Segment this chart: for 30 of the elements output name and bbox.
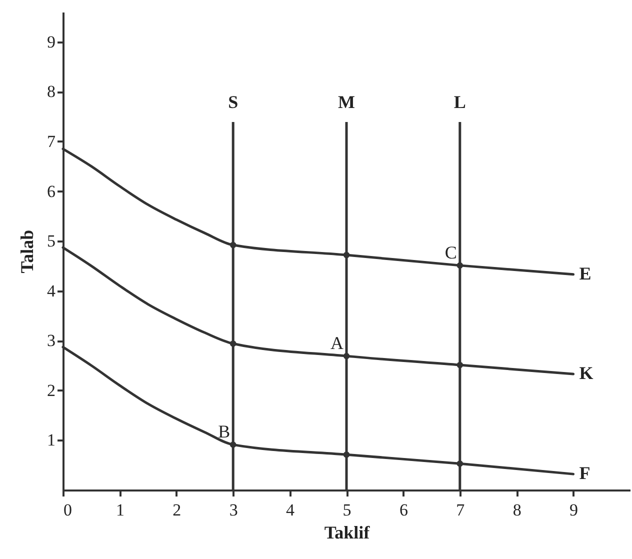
y-tick-label: 2 <box>47 380 56 400</box>
y-axis-title: Talab <box>17 230 37 274</box>
x-tick-label: 7 <box>456 500 466 520</box>
y-tick-label: 1 <box>47 430 56 450</box>
annotation: C <box>444 242 457 262</box>
ref-line-label: M <box>338 92 355 112</box>
y-tick-label: 7 <box>47 132 56 151</box>
x-tick-label: 1 <box>116 500 124 520</box>
x-tick-label: 8 <box>512 500 522 520</box>
y-tick-label: 5 <box>47 232 56 251</box>
y-tick-label: 8 <box>47 82 56 102</box>
series-label: F <box>579 463 590 484</box>
y-tick-label: 4 <box>47 281 56 300</box>
ref-line-label: L <box>454 92 466 112</box>
x-tick-label: 0 <box>64 500 72 520</box>
x-tick-label: 5 <box>342 500 352 520</box>
series-label: K <box>579 362 594 383</box>
x-axis-title: Taklif <box>324 522 371 542</box>
x-tick-label: 4 <box>286 500 296 520</box>
annotation: A <box>330 333 344 354</box>
series-label: E <box>579 263 592 284</box>
x-tick-label: 6 <box>399 500 408 520</box>
y-tick-label: 3 <box>47 331 56 350</box>
y-tick-label: 6 <box>47 182 56 201</box>
ref-line-label: S <box>228 92 238 112</box>
y-tick-label: 9 <box>47 32 56 52</box>
x-tick-label: 3 <box>229 500 238 520</box>
x-tick-label: 9 <box>570 500 578 520</box>
x-tick-label: 2 <box>172 500 182 520</box>
annotation: B <box>218 422 230 442</box>
